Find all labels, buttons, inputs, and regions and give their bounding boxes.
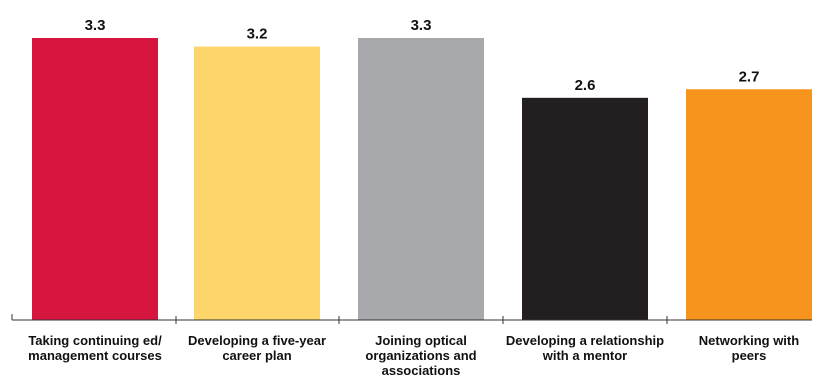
- value-labels-group: 3.3 3.2 3.3 2.6 2.7: [85, 17, 760, 94]
- category-label-1: Taking continuing ed/management courses: [28, 333, 162, 363]
- bar-1: [32, 38, 158, 320]
- x-axis: [11, 314, 812, 324]
- category-label-2: Developing a five-year career plan: [188, 333, 326, 363]
- category-label-3: Joining optical organizations and associat…: [365, 333, 476, 378]
- bar-2: [194, 46, 320, 320]
- bar-4: [522, 97, 648, 321]
- bar-3: [358, 38, 484, 320]
- value-label-4: 2.6: [575, 77, 596, 94]
- bars-group: [32, 38, 812, 321]
- value-label-1: 3.3: [85, 17, 106, 34]
- category-labels-group: Taking continuing ed/management courses D…: [28, 333, 799, 378]
- value-label-3: 3.3: [411, 17, 432, 34]
- category-label-5: Networking with peers: [699, 333, 799, 363]
- category-label-4: Developing a relationship with a mentor: [506, 333, 664, 363]
- value-label-5: 2.7: [739, 68, 760, 85]
- bar-5: [686, 89, 812, 320]
- value-label-2: 3.2: [247, 26, 268, 43]
